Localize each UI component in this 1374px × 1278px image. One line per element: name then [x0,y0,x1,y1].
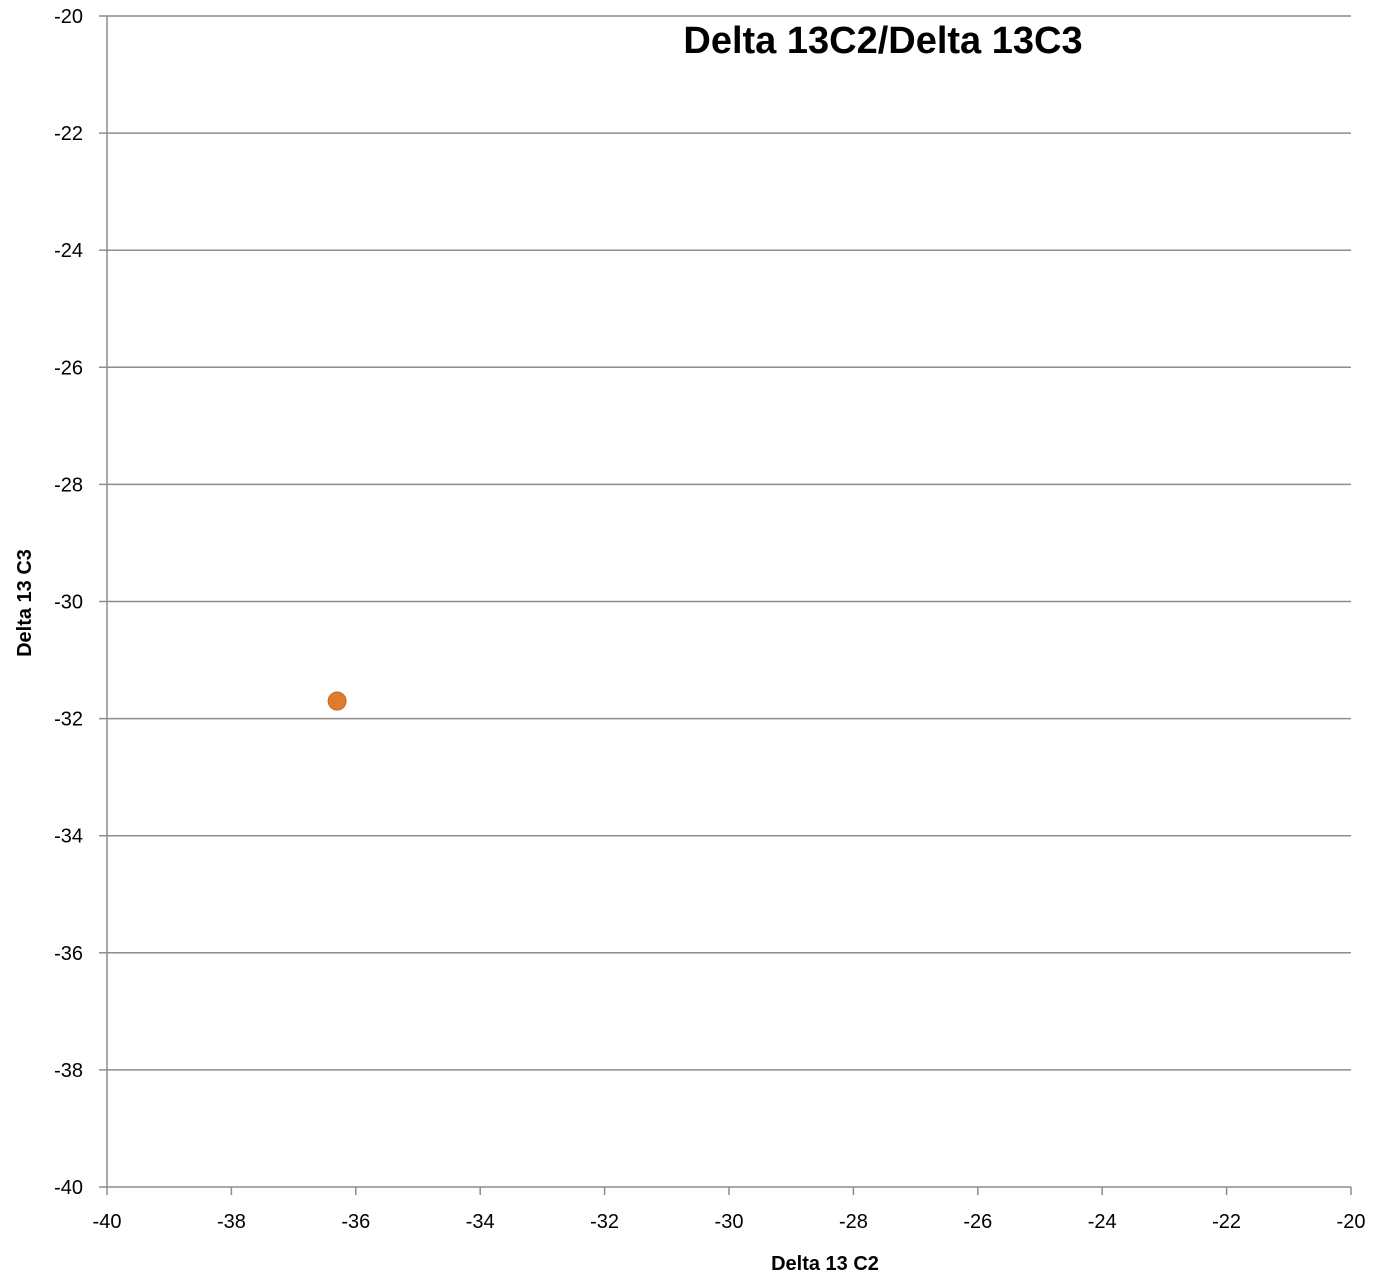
x-tick-label: -20 [1337,1211,1366,1233]
x-tick-label: -24 [1088,1211,1117,1233]
y-tick-label: -20 [54,6,83,28]
data-points [327,691,347,711]
grid-lines [107,15,1351,1071]
y-tick-label: -30 [54,592,83,614]
chart-title: Delta 13C2/Delta 13C3 [683,20,1082,62]
y-tick-label: -28 [54,474,83,496]
y-tick-label: -22 [54,123,83,145]
x-tick-label: -40 [93,1211,122,1233]
x-tick-label: -28 [839,1211,868,1233]
x-tick-label: -34 [466,1211,495,1233]
y-tick-label: -24 [54,240,83,262]
data-point [327,691,347,711]
x-tick-label: -30 [715,1211,744,1233]
y-tick-label: -40 [54,1177,83,1199]
y-tick-label: -36 [54,943,83,965]
y-axis-title: Delta 13 C3 [14,549,36,657]
x-tick-label: -36 [341,1211,370,1233]
y-tick-label: -34 [54,826,83,848]
y-tick-label: -26 [54,357,83,379]
y-tick-label: -38 [54,1060,83,1082]
x-tick-label: -22 [1212,1211,1241,1233]
x-tick-label: -32 [590,1211,619,1233]
y-tick-label: -32 [54,709,83,731]
x-tick-labels: -40 -38 -36 -34 -32 -30 -28 -26 -24 -22 -20 [93,1211,1366,1233]
x-axis-title: Delta 13 C2 [771,1253,879,1275]
x-tick-label: -26 [963,1211,992,1233]
x-tick-label: -38 [217,1211,246,1233]
y-tick-labels: -20 -22 -24 -26 -28 -30 -32 -34 -36 -38 -40 [54,6,83,1199]
axes [99,15,1352,1195]
